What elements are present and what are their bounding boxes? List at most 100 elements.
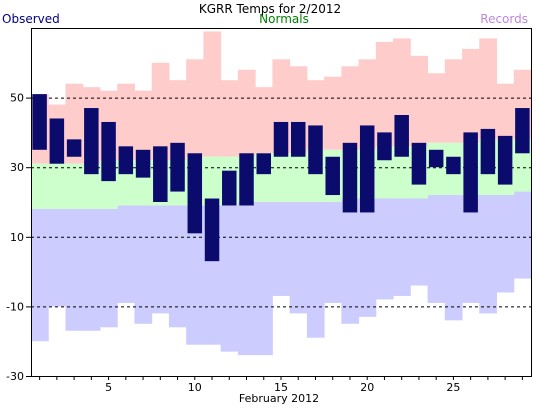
y-tick-label: 50 — [10, 92, 24, 105]
observed-bar — [411, 142, 427, 185]
record-high-band — [324, 76, 342, 150]
observed-layer — [32, 94, 530, 262]
observed-bar — [342, 142, 358, 213]
record-high-band — [496, 83, 515, 140]
observed-bar — [428, 149, 444, 168]
record-low-band — [306, 202, 325, 338]
record-low-band — [168, 205, 187, 328]
normal-band — [289, 153, 308, 202]
record-low-band — [462, 195, 480, 303]
normal-band — [48, 163, 66, 209]
record-high-band — [479, 38, 498, 140]
record-low-band — [48, 208, 66, 307]
observed-bar — [49, 118, 65, 164]
normal-band — [82, 163, 101, 209]
record-high-band — [410, 55, 429, 147]
record-low-band — [324, 202, 342, 303]
y-tick-label: -30 — [6, 370, 24, 383]
record-low-band — [272, 202, 291, 296]
normal-band — [65, 163, 84, 209]
observed-bar — [239, 153, 254, 206]
observed-bar — [153, 146, 168, 202]
record-low-band — [289, 202, 308, 314]
record-high-band — [151, 62, 170, 161]
record-low-band — [496, 195, 515, 293]
record-low-band — [341, 198, 360, 324]
legend-records: Records — [480, 12, 528, 26]
observed-bar — [135, 149, 151, 178]
observed-bar — [291, 121, 306, 157]
observed-bar — [32, 94, 47, 150]
record-low-band — [513, 191, 532, 279]
record-low-band — [220, 205, 239, 352]
record-low-band — [31, 208, 49, 342]
record-low-band — [65, 208, 84, 331]
record-high-band — [117, 83, 135, 161]
record-low-band — [358, 198, 377, 317]
observed-bar — [497, 135, 513, 185]
record-high-band — [375, 41, 394, 147]
record-high-band — [444, 59, 463, 143]
x-tick-label: 5 — [105, 381, 112, 394]
normal-band — [272, 153, 291, 202]
observed-bar — [84, 108, 99, 175]
axis-layer: -30 -10 10 30 50 5 10 15 20 25 — [6, 92, 523, 394]
observed-bar — [66, 139, 82, 157]
x-tick-label: 20 — [360, 381, 374, 394]
observed-bar — [256, 153, 271, 175]
record-low-band — [117, 205, 135, 303]
observed-bar — [394, 115, 409, 157]
normal-band — [393, 146, 411, 199]
observed-bar — [204, 198, 220, 262]
record-low-band — [186, 205, 204, 345]
observed-bar — [222, 170, 237, 206]
record-low-band — [393, 198, 411, 296]
record-low-band — [410, 198, 429, 286]
observed-bar — [187, 153, 203, 234]
record-low-band — [134, 205, 153, 324]
record-high-band — [134, 90, 153, 161]
observed-bar — [359, 125, 375, 213]
observed-bar — [118, 146, 134, 175]
observed-bar — [308, 125, 323, 175]
observed-bar — [446, 156, 461, 175]
legend-observed: Observed — [2, 12, 60, 26]
record-high-band — [168, 80, 187, 161]
record-high-band — [237, 69, 256, 157]
observed-bar — [480, 128, 496, 175]
record-high-band — [220, 80, 239, 157]
chart-title: KGRR Temps for 2/2012 — [199, 2, 341, 16]
x-tick-label: 15 — [274, 381, 288, 394]
record-high-band — [255, 87, 273, 154]
record-high-band — [462, 48, 480, 143]
record-high-band — [203, 31, 222, 157]
record-low-band — [99, 208, 118, 328]
observed-bar — [325, 156, 340, 196]
observed-bar — [515, 108, 530, 154]
observed-bar — [101, 121, 116, 182]
x-tick-label: 10 — [188, 381, 202, 394]
normal-band — [31, 163, 49, 209]
y-tick-label: 10 — [10, 231, 24, 244]
record-low-band — [375, 198, 394, 300]
legend-normals: Normals — [259, 12, 309, 26]
record-low-band — [479, 195, 498, 314]
record-low-band — [237, 202, 256, 356]
y-tick-label: 30 — [10, 161, 24, 174]
record-low-band — [82, 208, 101, 331]
observed-bar — [170, 142, 185, 192]
x-axis-label: February 2012 — [239, 392, 319, 405]
record-low-band — [255, 202, 273, 356]
record-high-band — [186, 59, 204, 157]
y-tick-label: -10 — [6, 300, 24, 313]
x-tick-label: 25 — [446, 381, 460, 394]
observed-bar — [377, 132, 392, 161]
record-high-band — [341, 66, 360, 150]
record-low-band — [427, 195, 446, 303]
record-low-band — [151, 205, 170, 314]
record-high-band — [427, 73, 446, 143]
observed-bar — [273, 121, 289, 157]
observed-bar — [463, 132, 478, 213]
